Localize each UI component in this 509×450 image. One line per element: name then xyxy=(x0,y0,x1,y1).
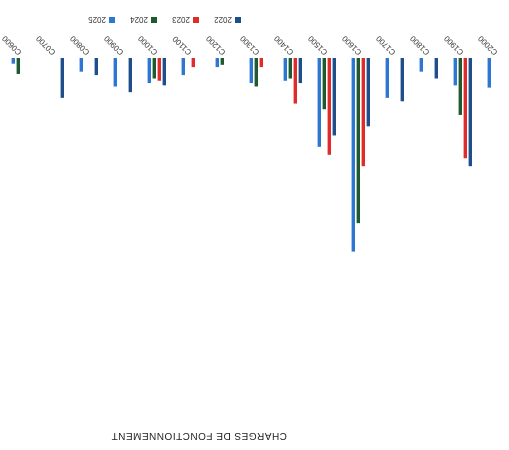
bar-2025-C1500 xyxy=(317,58,321,147)
x-tick-label: C1800 xyxy=(408,34,431,57)
bar-2024-C1900 xyxy=(458,58,462,115)
bar-2022-C1500 xyxy=(332,58,336,136)
bar-2025-C1700 xyxy=(385,58,389,98)
bar-2025-C1300 xyxy=(249,58,253,84)
x-tick-label: C2000 xyxy=(476,34,499,57)
bar-2025-C0600 xyxy=(11,58,15,64)
bar-2025-C1900 xyxy=(453,58,457,86)
bar-2025-C1400 xyxy=(283,58,287,81)
bar-2024-C1300 xyxy=(254,58,258,87)
bar-2023-C1300 xyxy=(259,58,263,68)
legend: 2022 2023 2024 2025 xyxy=(88,15,241,24)
legend-swatch-2024 xyxy=(151,17,157,23)
bar-2022-C0700 xyxy=(60,58,64,98)
bar-2023-C1000 xyxy=(157,58,161,81)
legend-swatch-2022 xyxy=(235,17,241,23)
x-tick-label: C1400 xyxy=(272,34,295,57)
bar-2025-C1800 xyxy=(419,58,423,72)
bar-2025-C0800 xyxy=(79,58,83,72)
bar-2024-C1000 xyxy=(152,58,156,79)
bar-2024-C1200 xyxy=(220,58,224,65)
bar-2024-C1600 xyxy=(356,58,360,224)
bar-2022-C0900 xyxy=(128,58,132,93)
bar-2025-C2000 xyxy=(487,58,491,88)
x-tick-label: C1200 xyxy=(204,34,227,57)
bar-2022-C1400 xyxy=(298,58,302,84)
bar-2022-C1800 xyxy=(434,58,438,79)
bar-2024-C1500 xyxy=(322,58,326,110)
bar-2024-C0600 xyxy=(16,58,20,74)
x-tick-label: C1700 xyxy=(374,34,397,57)
legend-label-2023: 2023 xyxy=(172,15,190,24)
x-tick-label: C0800 xyxy=(68,34,91,57)
legend-label-2024: 2024 xyxy=(130,15,148,24)
bar-2022-C1600 xyxy=(366,58,370,127)
bar-2024-C1400 xyxy=(288,58,292,79)
x-tick-labels: C2000 C1900 C1800 C1700 C1600 C1500 C1400 C1300… xyxy=(0,34,499,57)
bar-2023-C1600 xyxy=(361,58,365,167)
bar-2025-C1600 xyxy=(351,58,355,252)
bar-2022-C0800 xyxy=(94,58,98,76)
x-tick-label: C1500 xyxy=(306,34,329,57)
bar-2023-C1400 xyxy=(293,58,297,104)
x-tick-label: C1100 xyxy=(170,34,193,57)
bar-2023-C1500 xyxy=(327,58,331,155)
legend-swatch-2023 xyxy=(193,17,199,23)
legend-label-2025: 2025 xyxy=(88,15,106,24)
bar-2025-C1100 xyxy=(181,58,185,76)
x-tick-label: C0700 xyxy=(34,34,57,57)
bars-group xyxy=(11,58,491,252)
bar-2023-C1100 xyxy=(191,58,195,68)
bar-2023-C1900 xyxy=(463,58,467,159)
x-tick-label: C1900 xyxy=(442,34,465,57)
chart-flip-group: CHARGES DE FONCTIONNEMENT 20222023202420… xyxy=(0,15,499,441)
x-tick-label: C1600 xyxy=(340,34,363,57)
legend-label-2022: 2022 xyxy=(214,15,232,24)
bar-2025-C0900 xyxy=(113,58,117,87)
x-tick-label: C0900 xyxy=(102,34,125,57)
x-tick-label: C0600 xyxy=(0,34,23,57)
x-tick-label: C1300 xyxy=(238,34,261,57)
bar-2022-C1900 xyxy=(468,58,472,167)
bar-2025-C1000 xyxy=(147,58,151,84)
legend-swatch-2025 xyxy=(109,17,115,23)
bar-2022-C1700 xyxy=(400,58,404,102)
bar-2025-C1200 xyxy=(215,58,219,68)
chart-title: CHARGES DE FONCTIONNEMENT xyxy=(111,430,287,441)
bar-2022-C1000 xyxy=(162,58,166,86)
x-tick-label: C1000 xyxy=(136,34,159,57)
